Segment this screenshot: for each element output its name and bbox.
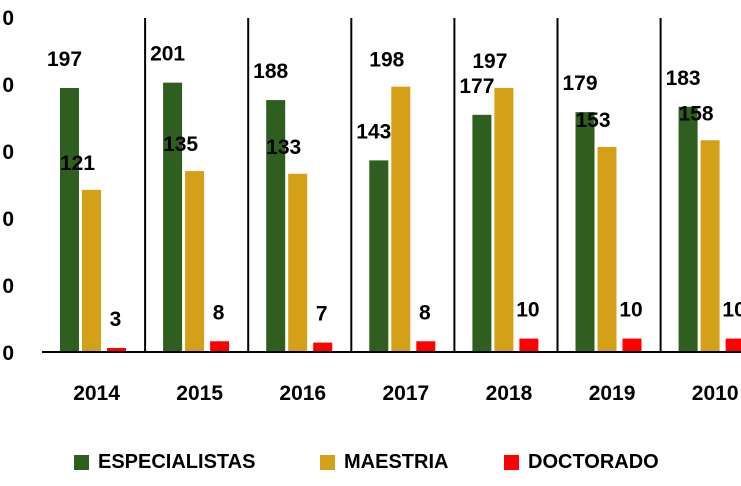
legend-swatch [74, 454, 89, 470]
data-label-maestria-2016: 133 [266, 136, 301, 159]
legend-label: ESPECIALISTAS [98, 450, 256, 473]
bar-doctorado-2016 [313, 342, 333, 352]
bar-especialistas-2016 [266, 100, 286, 352]
data-label-especialistas-2016: 188 [253, 60, 288, 83]
data-label-doctorado-2015: 8 [213, 301, 225, 324]
data-label-maestria-2010: 158 [679, 102, 714, 125]
data-labels: 1971213201135818813371431988177197101791… [47, 43, 741, 331]
bars [60, 82, 741, 353]
bar-especialistas-2017 [369, 160, 389, 352]
category-label-2016: 2016 [279, 382, 326, 405]
data-label-especialistas-2015: 201 [150, 43, 185, 66]
y-tick-label: 0 [2, 208, 14, 231]
data-label-maestria-2018: 197 [472, 50, 507, 73]
legend-swatch [504, 454, 519, 470]
bar-especialistas-2018 [472, 114, 492, 352]
bar-doctorado-2015 [210, 341, 230, 352]
bar-especialistas-2014 [60, 88, 79, 353]
data-label-maestria-2019: 153 [575, 109, 610, 132]
category-label-2017: 2017 [382, 382, 429, 405]
bar-doctorado-2019 [622, 338, 642, 352]
bar-doctorado-2010 [725, 338, 741, 352]
bar-maestria-2019 [597, 146, 617, 352]
category-label-2019: 2019 [589, 382, 636, 405]
data-label-doctorado-2017: 8 [419, 301, 431, 324]
legend-swatch [320, 454, 335, 470]
y-tick-label: 0 [2, 342, 14, 365]
data-label-especialistas-2018: 177 [459, 75, 494, 98]
y-axis-tick-labels: 0 0 0 0 0 0 [2, 7, 14, 365]
bar-doctorado-2017 [416, 341, 436, 352]
bar-maestria-2018 [494, 88, 514, 353]
category-label-2018: 2018 [486, 382, 533, 405]
data-label-doctorado-2016: 7 [316, 303, 328, 326]
legend: ESPECIALISTAS MAESTRIA DOCTORADO [0, 446, 741, 478]
data-label-doctorado-2019: 10 [619, 299, 642, 322]
data-label-doctorado-2018: 10 [516, 299, 539, 322]
legend-item-maestria: MAESTRIA [320, 446, 448, 478]
category-label-2015: 2015 [176, 382, 223, 405]
bar-doctorado-2014 [107, 347, 126, 352]
bar-maestria-2015 [185, 171, 205, 352]
bar-doctorado-2018 [519, 338, 539, 352]
bar-especialistas-2015 [163, 82, 183, 352]
data-label-especialistas-2014: 197 [47, 48, 82, 71]
y-tick-label: 0 [2, 141, 14, 164]
data-label-maestria-2017: 198 [369, 49, 404, 72]
data-label-maestria-2015: 135 [163, 133, 198, 156]
category-separators [144, 18, 662, 352]
x-axis-category-labels: 2014 2015 2016 2017 2018 2019 2010 [73, 382, 738, 405]
data-label-especialistas-2019: 179 [562, 72, 597, 95]
data-label-doctorado-2010: 10 [722, 299, 741, 322]
data-label-doctorado-2014: 3 [110, 308, 122, 331]
legend-item-doctorado: DOCTORADO [504, 446, 659, 478]
data-label-maestria-2014: 121 [60, 152, 95, 175]
bar-especialistas-2010 [678, 106, 698, 352]
bar-maestria-2010 [700, 140, 720, 352]
bar-especialistas-2019 [575, 112, 595, 352]
category-label-2014: 2014 [73, 382, 120, 405]
y-tick-label: 0 [2, 7, 14, 30]
bar-maestria-2017 [391, 86, 411, 353]
data-label-especialistas-2010: 183 [666, 67, 701, 90]
y-tick-label: 0 [2, 74, 14, 97]
bar-maestria-2016 [288, 173, 308, 352]
category-label-2010: 2010 [692, 382, 739, 405]
legend-label: DOCTORADO [528, 450, 659, 473]
y-tick-label: 0 [2, 275, 14, 298]
data-label-especialistas-2017: 143 [356, 120, 391, 143]
legend-label: MAESTRIA [344, 450, 449, 473]
bar-maestria-2014 [82, 189, 101, 352]
legend-item-especialistas: ESPECIALISTAS [74, 446, 255, 478]
